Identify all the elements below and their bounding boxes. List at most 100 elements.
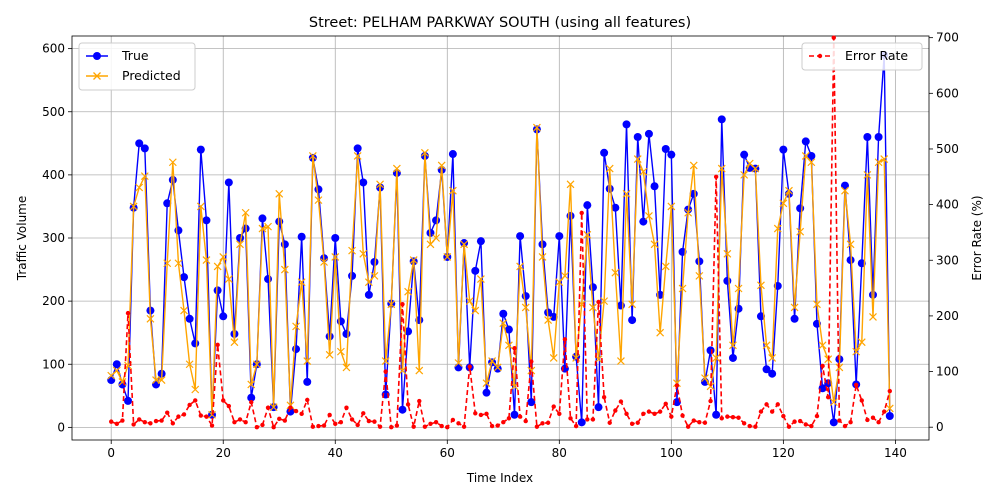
error-rate-point <box>529 359 534 364</box>
error-rate-point <box>310 424 316 429</box>
error-rate-point <box>254 425 260 430</box>
error-rate-point <box>568 416 573 421</box>
predicted-point <box>264 222 272 231</box>
error-rate-point <box>517 414 523 419</box>
legend-error-label: Error Rate <box>845 48 908 63</box>
error-rate-point <box>758 409 764 414</box>
error-rate-point <box>848 419 853 425</box>
true-point <box>728 353 737 362</box>
predicted-point <box>605 164 614 173</box>
true-point <box>202 216 211 225</box>
true-point <box>796 204 805 213</box>
error-rate-point <box>405 402 411 407</box>
x-tick-label: 20 <box>216 446 231 460</box>
predicted-point <box>549 354 558 362</box>
predicted-point <box>191 385 200 394</box>
true-point <box>583 201 592 210</box>
predicted-point <box>516 262 525 271</box>
predicted-point <box>213 262 222 271</box>
predicted-point <box>157 376 166 384</box>
predicted-point <box>236 240 244 249</box>
true-point <box>460 239 469 248</box>
predicted-point <box>381 357 390 366</box>
predicted-point <box>415 366 424 375</box>
error-rate-point <box>433 419 439 425</box>
predicted-point <box>325 350 334 359</box>
predicted-point <box>482 379 491 388</box>
error-rate-point <box>876 419 881 425</box>
error-rate-point <box>221 398 226 403</box>
error-rate-point <box>786 424 792 429</box>
true-point <box>885 412 894 421</box>
predicted-point <box>493 363 502 372</box>
true-point <box>331 234 340 242</box>
y-tick-label: 0 <box>57 420 65 434</box>
predicted-point <box>717 164 726 173</box>
predicted-point <box>628 300 637 309</box>
predicted-point <box>269 403 278 412</box>
true-point <box>717 115 726 124</box>
true-point <box>168 175 177 184</box>
predicted-point <box>527 366 536 375</box>
predicted-point <box>364 278 373 287</box>
error-rate-point <box>663 401 668 407</box>
error-rate-point <box>585 417 590 422</box>
true-point <box>196 145 205 154</box>
error-rate-point <box>708 398 713 404</box>
predicted-point <box>566 180 575 189</box>
predicted-point <box>656 328 665 337</box>
true-point <box>107 376 116 385</box>
true-point <box>348 271 357 280</box>
chart-title: Street: PELHAM PARKWAY SOUTH (using all … <box>309 15 691 31</box>
x-axis-label: Time Index <box>466 471 533 485</box>
legend-predicted-marker <box>93 72 101 80</box>
error-rate-point <box>557 411 562 417</box>
error-rate-point <box>243 419 248 425</box>
x-tick-label: 80 <box>552 446 567 460</box>
true-point <box>790 314 799 323</box>
predicted-point <box>465 297 474 306</box>
predicted-point <box>829 398 838 407</box>
error-rate-point <box>473 411 478 416</box>
predicted-point <box>370 271 379 280</box>
legend-predicted-label: Predicted <box>122 68 181 83</box>
error-rate-point <box>635 420 640 425</box>
y2-tick-label: 200 <box>936 309 959 323</box>
true-point <box>829 418 838 427</box>
predicted-point <box>678 284 687 293</box>
error-rate-point <box>652 411 657 417</box>
error-rate-point <box>753 424 758 429</box>
predicted-point <box>342 363 351 372</box>
true-point <box>633 133 642 141</box>
error-rate-point <box>797 418 803 424</box>
error-rate-point <box>719 416 724 421</box>
predicted-point <box>454 359 463 367</box>
true-point <box>297 232 306 241</box>
true-point <box>454 363 463 372</box>
predicted-point <box>387 300 396 309</box>
error-rate-point <box>579 210 584 216</box>
error-rate-point <box>607 420 612 425</box>
predicted-point <box>135 183 144 192</box>
error-rate-point <box>109 419 114 424</box>
true-point <box>706 346 715 355</box>
predicted-point <box>297 278 306 287</box>
x-tick-label: 120 <box>772 446 795 460</box>
error-rate-point <box>685 424 691 429</box>
predicted-point <box>684 208 693 217</box>
error-rate-point <box>702 420 708 425</box>
predicted-point <box>488 357 497 366</box>
true-point <box>471 266 480 275</box>
error-rate-point <box>495 423 500 428</box>
true-point <box>639 217 648 226</box>
predicted-point <box>219 253 228 261</box>
error-rate-point <box>859 398 864 403</box>
x-tick-label: 100 <box>660 446 683 460</box>
error-rate-point <box>120 418 125 423</box>
error-rate-point <box>814 413 820 419</box>
y-tick-label: 600 <box>42 42 65 56</box>
predicted-point <box>163 259 172 268</box>
true-point <box>779 145 788 154</box>
true-point <box>264 275 273 284</box>
predicted-point <box>174 259 183 268</box>
